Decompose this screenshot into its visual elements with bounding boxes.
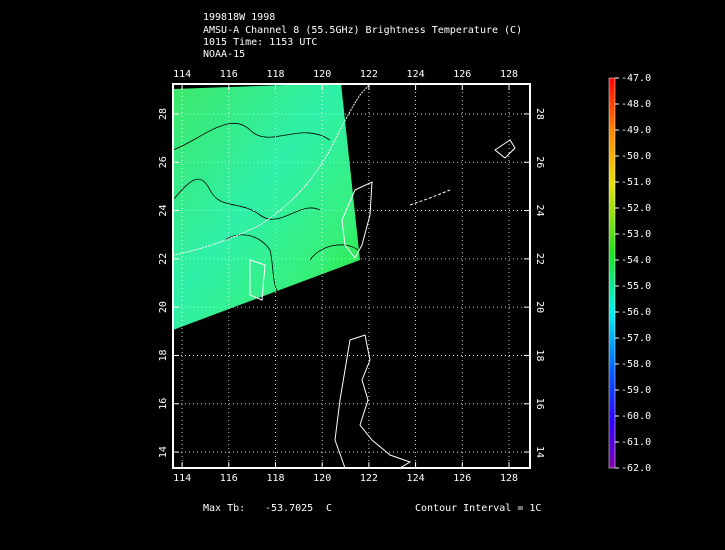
lat-tick-label: 22 <box>158 253 169 265</box>
lon-tick-label: 126 <box>453 69 471 80</box>
contour <box>172 123 331 151</box>
map-frame <box>172 83 531 469</box>
colorbar-label: -50.0 <box>621 151 651 162</box>
lat-tick-label: 26 <box>534 156 545 168</box>
island <box>334 334 412 469</box>
colorbar-label: -52.0 <box>621 203 651 214</box>
contour <box>172 178 321 220</box>
contour-interval: Contour Interval = 1C <box>415 503 541 514</box>
lat-tick-label: 22 <box>534 253 545 265</box>
colorbar-label: -48.0 <box>621 99 651 110</box>
header: 199818W 1998 AMSU-A Channel 8 (55.5GHz) … <box>203 12 522 60</box>
colorbar-label: -61.0 <box>621 437 651 448</box>
colorbar-label: -60.0 <box>621 411 651 422</box>
colorbar-label: -57.0 <box>621 333 651 344</box>
colorbar-label: -62.0 <box>621 463 651 474</box>
lon-tick-label: 114 <box>173 473 191 484</box>
lon-tick-label: 116 <box>220 473 238 484</box>
colorbar-label: -56.0 <box>621 307 651 318</box>
colorbar <box>608 77 616 469</box>
lon-tick-label: 122 <box>360 69 378 80</box>
swath <box>173 83 360 330</box>
lon-tick-label: 120 <box>313 473 331 484</box>
colorbar-label: -49.0 <box>621 125 651 136</box>
lon-tick-label: 116 <box>220 69 238 80</box>
lon-tick-label: 124 <box>407 69 425 80</box>
max-unit: C <box>326 503 332 514</box>
max-label: Max Tb: <box>203 503 245 514</box>
lon-tick-label: 118 <box>266 473 284 484</box>
colorbar-label: -53.0 <box>621 229 651 240</box>
lat-tick-label: 18 <box>534 349 545 361</box>
lat-tick-label: 28 <box>534 108 545 120</box>
header-line: 199818W 1998 <box>203 12 275 23</box>
header-line: 1015 Time: 1153 UTC <box>203 37 317 48</box>
lat-tick-label: 28 <box>158 108 169 120</box>
lat-tick-label: 24 <box>158 205 169 217</box>
lat-tick-label: 20 <box>158 301 169 313</box>
map <box>172 83 531 469</box>
colorbar-label: -47.0 <box>621 73 651 84</box>
colorbar-label: -51.0 <box>621 177 651 188</box>
lat-tick-label: 16 <box>534 398 545 410</box>
islands <box>409 189 451 206</box>
colorbar-label: -59.0 <box>621 385 651 396</box>
lon-tick-label: 118 <box>266 69 284 80</box>
lat-tick-label: 20 <box>534 301 545 313</box>
coast <box>172 83 371 256</box>
lat-tick-label: 16 <box>158 398 169 410</box>
lat-tick-label: 24 <box>534 205 545 217</box>
lon-tick-label: 114 <box>173 69 191 80</box>
header-line: NOAA-15 <box>203 49 245 60</box>
island <box>249 259 266 301</box>
island <box>341 181 373 259</box>
lat-tick-label: 26 <box>158 156 169 168</box>
lon-tick-label: 124 <box>407 473 425 484</box>
colorbar-label: -58.0 <box>621 359 651 370</box>
contour <box>309 244 359 261</box>
lon-tick-label: 120 <box>313 69 331 80</box>
island <box>494 139 516 159</box>
colorbar-label: -54.0 <box>621 255 651 266</box>
coastlines <box>172 83 516 469</box>
max-value: -53.7025 <box>265 503 313 514</box>
footer: Max Tb: -53.7025 C Contour Interval = 1C <box>203 503 541 514</box>
lon-tick-label: 126 <box>453 473 471 484</box>
colorbar-label: -55.0 <box>621 281 651 292</box>
lat-tick-label: 18 <box>158 349 169 361</box>
lat-tick-label: 14 <box>158 446 169 458</box>
lon-tick-label: 122 <box>360 473 378 484</box>
lon-tick-label: 128 <box>500 69 518 80</box>
header-line: AMSU-A Channel 8 (55.5GHz) Brightness Te… <box>203 25 522 36</box>
lon-tick-label: 128 <box>500 473 518 484</box>
lat-tick-label: 14 <box>534 446 545 458</box>
